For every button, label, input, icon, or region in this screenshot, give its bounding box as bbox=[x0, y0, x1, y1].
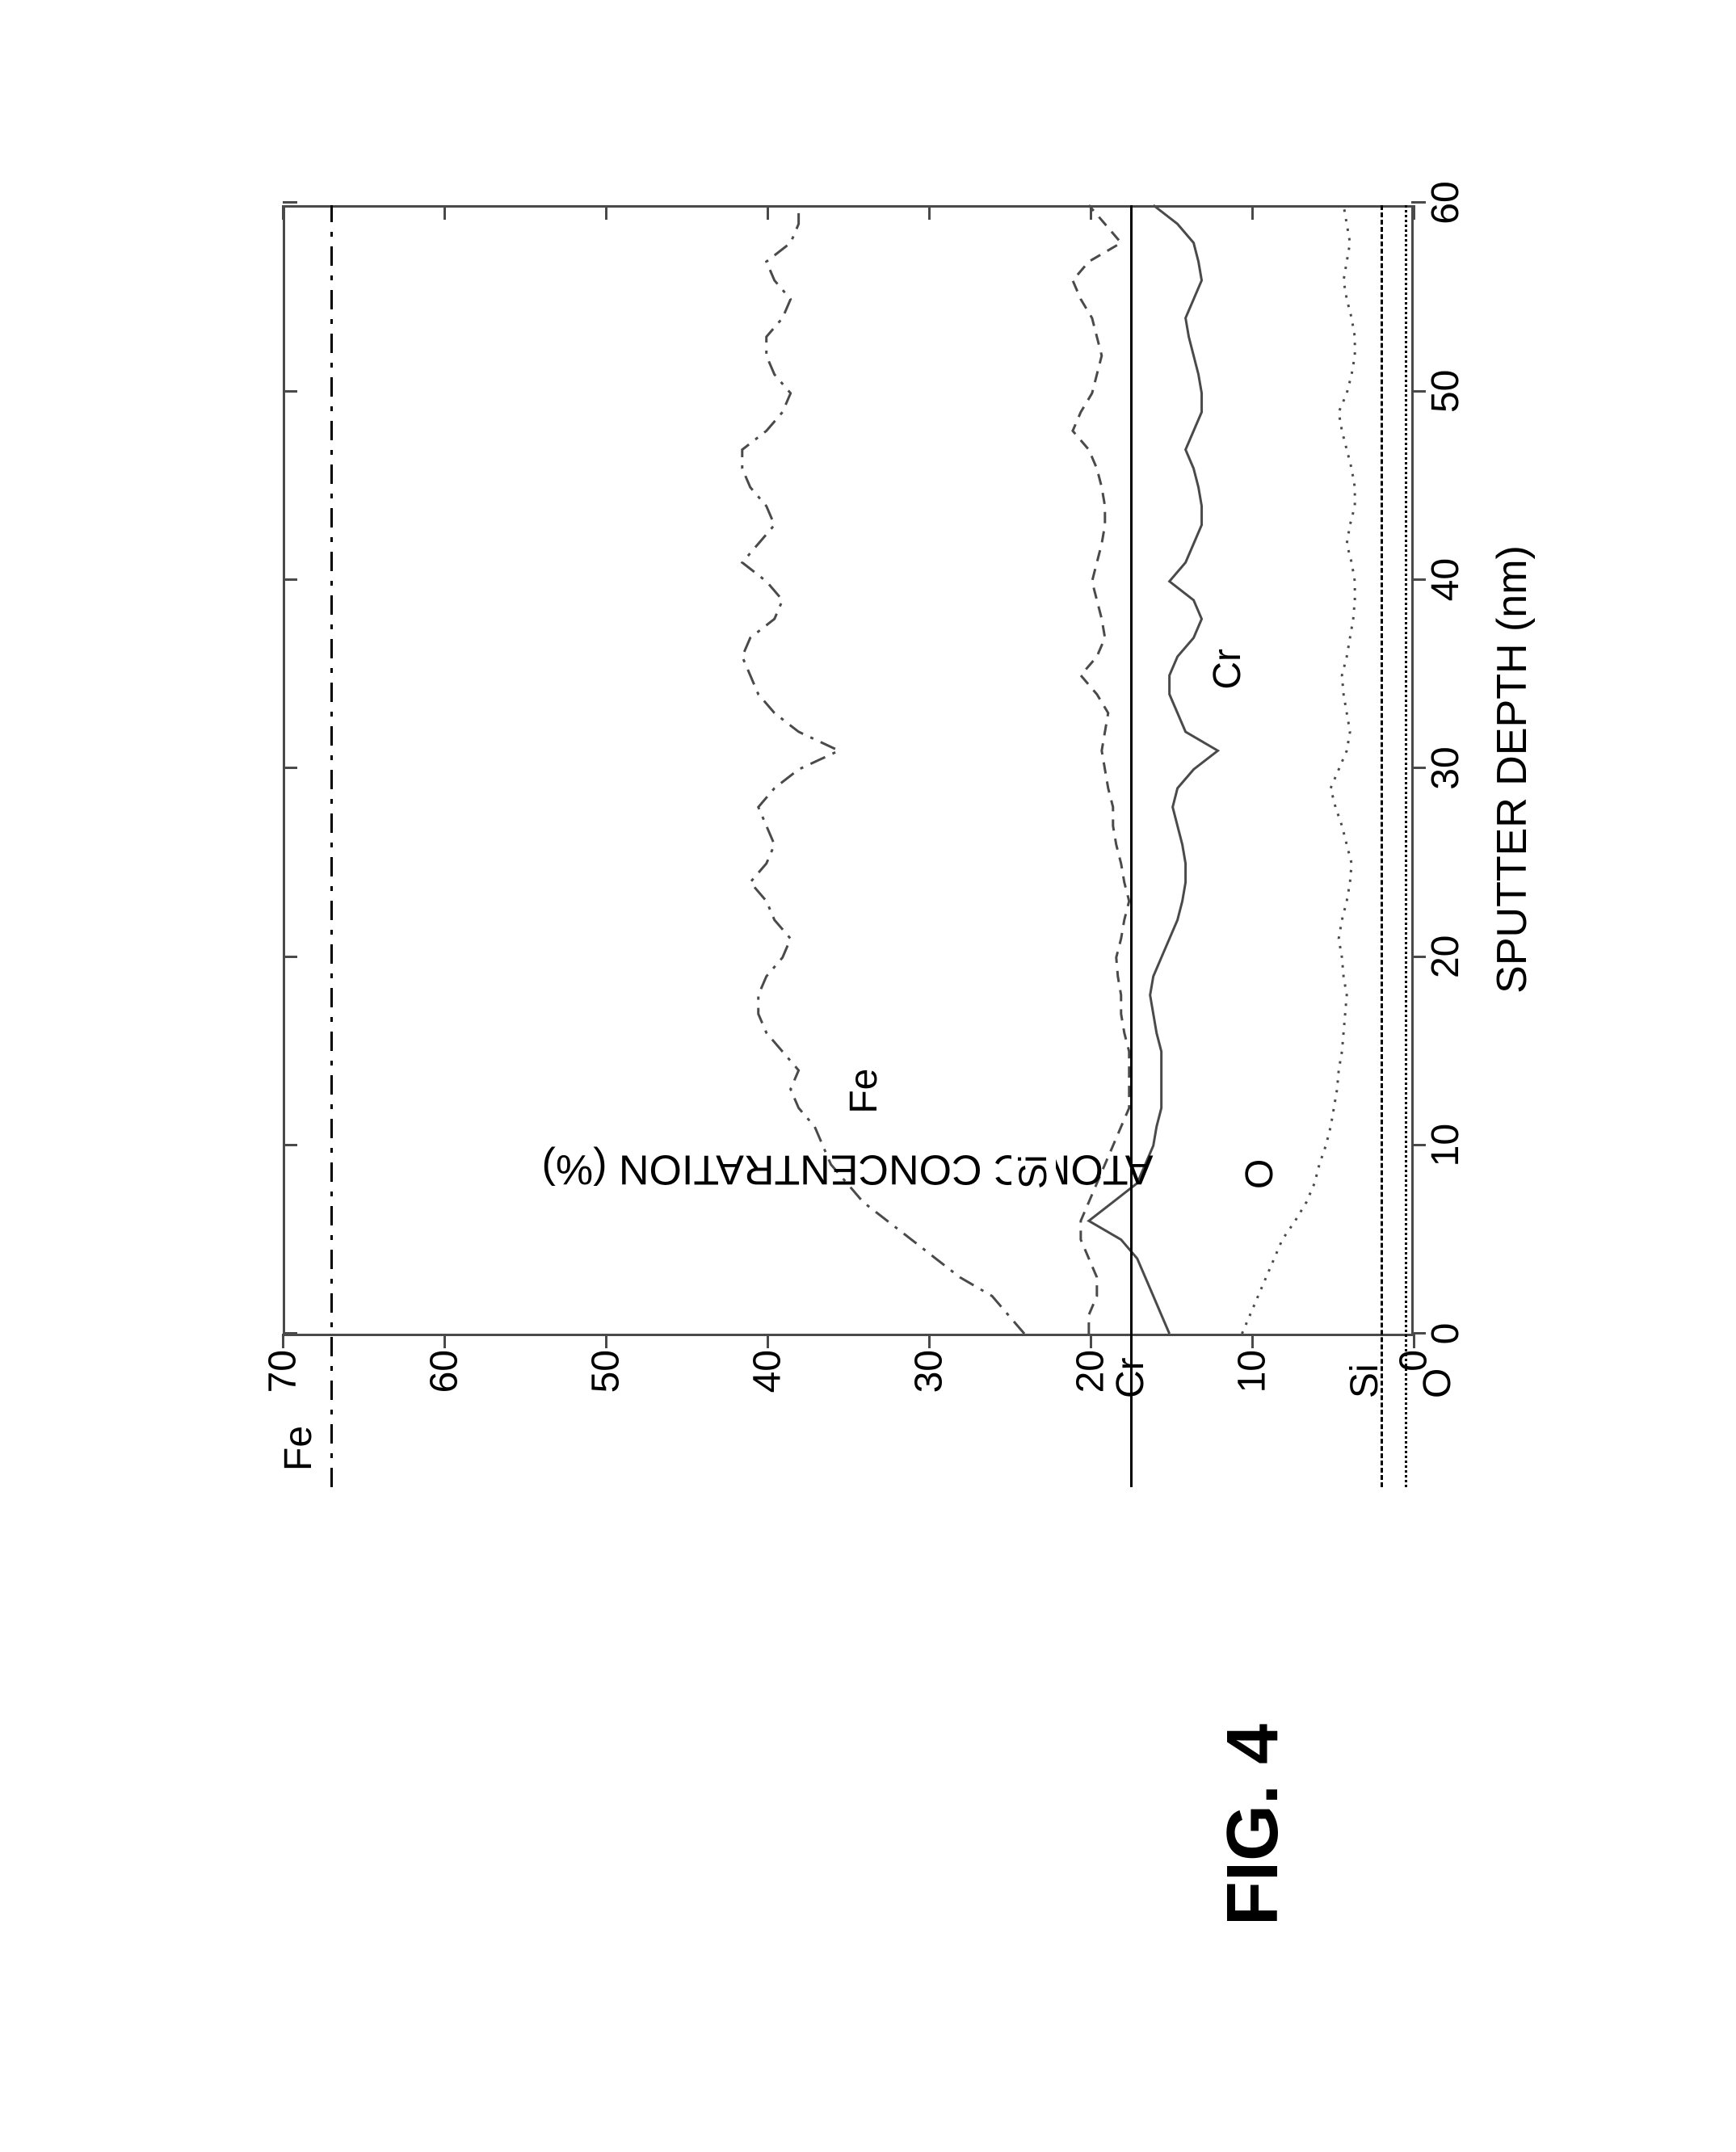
x-tick-top bbox=[283, 956, 297, 958]
x-tick-top bbox=[283, 202, 297, 204]
y-tick bbox=[443, 1334, 446, 1348]
reference-line-cr bbox=[1130, 205, 1133, 1487]
y-tick-right bbox=[1090, 205, 1092, 220]
x-axis-title: SPUTTER DEPTH (nm) bbox=[1488, 545, 1536, 994]
y-tick-label: 70 bbox=[261, 1350, 305, 1406]
series-label-o: O bbox=[1238, 1156, 1282, 1192]
x-tick-label: 20 bbox=[1423, 935, 1468, 978]
x-tick-label: 40 bbox=[1423, 558, 1468, 601]
reference-line-fe bbox=[330, 205, 333, 1487]
x-tick-top bbox=[283, 1144, 297, 1146]
legend-label-si: Si bbox=[1343, 1364, 1387, 1398]
plot-area: SPUTTER DEPTH (nm) ATOMIC CONCENTRATION … bbox=[283, 205, 1414, 1336]
y-tick-right bbox=[1413, 205, 1415, 220]
y-tick bbox=[605, 1334, 607, 1348]
series-label-si: Si bbox=[1011, 1151, 1056, 1192]
y-tick bbox=[767, 1334, 769, 1348]
depth-profile-chart: SPUTTER DEPTH (nm) ATOMIC CONCENTRATION … bbox=[242, 124, 1616, 1457]
x-tick-top bbox=[283, 390, 297, 393]
y-tick-right bbox=[767, 205, 769, 220]
series-label-cr: Cr bbox=[1205, 645, 1250, 693]
y-tick-right bbox=[443, 205, 446, 220]
legend-label-fe: Fe bbox=[276, 1426, 321, 1471]
x-tick-top bbox=[283, 578, 297, 581]
y-tick bbox=[1251, 1334, 1254, 1348]
series-label-fe: Fe bbox=[842, 1065, 886, 1117]
legend-label-cr: Cr bbox=[1108, 1357, 1153, 1398]
y-tick-right bbox=[282, 205, 284, 220]
y-tick bbox=[282, 1334, 284, 1348]
y-tick-label: 50 bbox=[584, 1350, 628, 1406]
x-tick-label: 0 bbox=[1423, 1323, 1468, 1345]
y-tick-right bbox=[1251, 205, 1254, 220]
x-tick-top bbox=[283, 767, 297, 770]
x-tick-top bbox=[283, 1333, 297, 1335]
reference-line-o bbox=[1405, 205, 1407, 1487]
x-tick-label: 10 bbox=[1423, 1124, 1468, 1166]
y-tick-label: 60 bbox=[422, 1350, 467, 1406]
y-tick-right bbox=[928, 205, 931, 220]
y-tick bbox=[1413, 1334, 1415, 1348]
x-tick-label: 30 bbox=[1423, 746, 1468, 789]
y-tick-right bbox=[605, 205, 607, 220]
y-tick-label: 40 bbox=[746, 1350, 790, 1406]
legend-label-o: O bbox=[1415, 1368, 1460, 1398]
reference-line-si bbox=[1381, 205, 1383, 1487]
y-tick bbox=[1090, 1334, 1092, 1348]
y-tick-label: 10 bbox=[1230, 1350, 1275, 1406]
x-tick-label: 60 bbox=[1423, 181, 1468, 224]
y-tick-label: 30 bbox=[907, 1350, 952, 1406]
y-axis-title: ATOMIC CONCENTRATION (%) bbox=[541, 1145, 1153, 1194]
figure-label: FIG. 4 bbox=[1212, 1724, 1295, 1926]
y-tick bbox=[928, 1334, 931, 1348]
x-tick-label: 50 bbox=[1423, 370, 1468, 413]
y-tick-label: 20 bbox=[1069, 1350, 1113, 1406]
